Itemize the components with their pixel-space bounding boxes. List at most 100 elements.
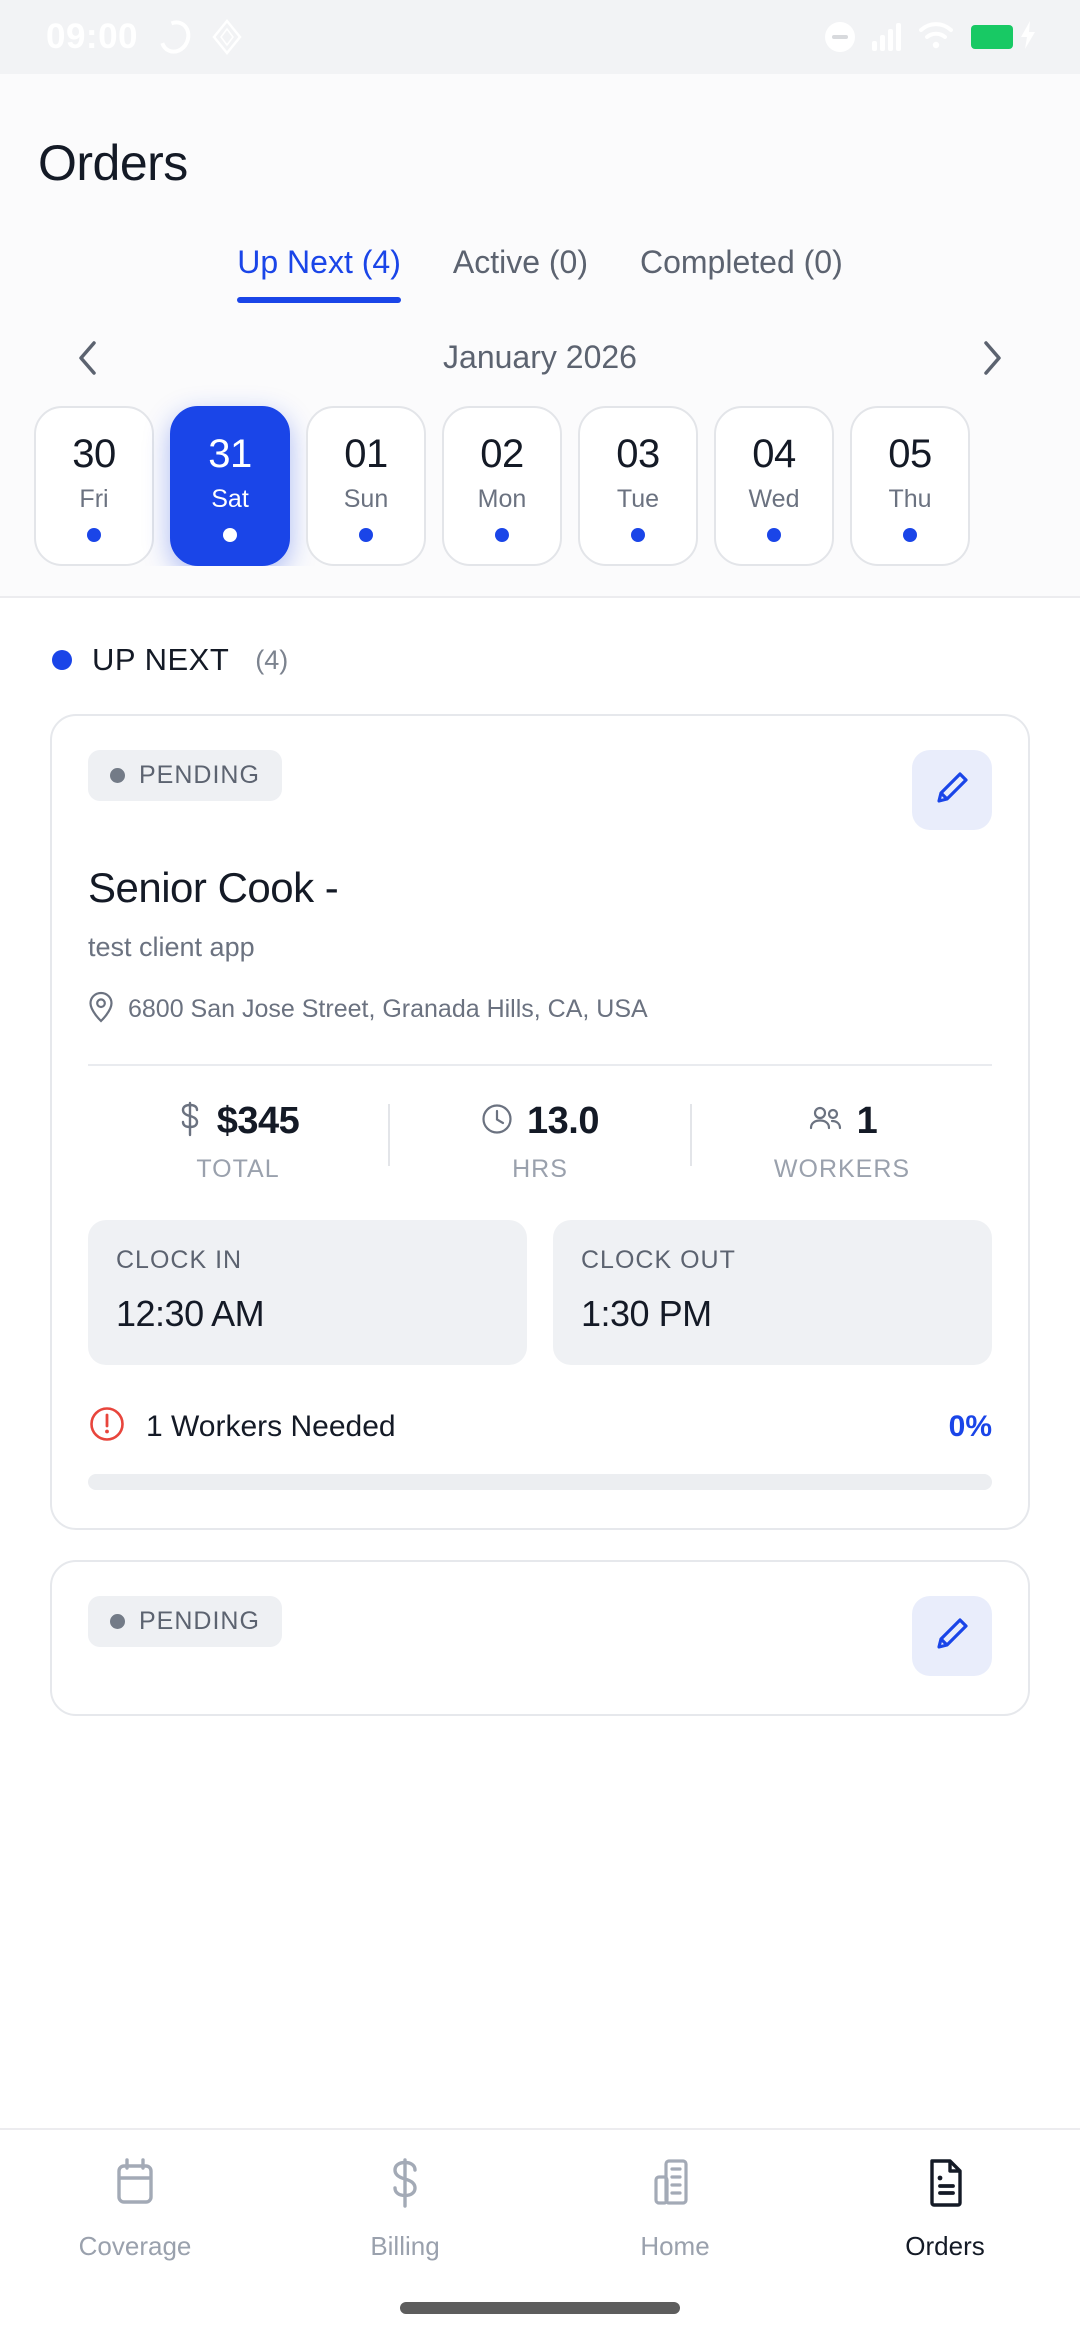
section-dot-icon: [52, 650, 72, 670]
workers-needed-row: 1 Workers Needed 0%: [88, 1405, 992, 1448]
tab-bar: Up Next (4) Active (0) Completed (0): [0, 244, 1080, 303]
stat-total-label: TOTAL: [196, 1155, 280, 1183]
date-weekday: Thu: [888, 485, 932, 513]
order-card-top: PENDING: [88, 750, 992, 830]
date-weekday: Tue: [616, 485, 660, 513]
status-bar: 09:00: [0, 0, 1080, 74]
order-client-name: test client app: [88, 932, 255, 962]
date-chip-selected[interactable]: 31 Sat: [170, 406, 290, 566]
date-number: 31: [208, 432, 252, 476]
status-bar-right: [825, 20, 1040, 55]
progress-bar: [88, 1474, 992, 1490]
date-chip[interactable]: 03 Tue: [578, 406, 698, 566]
do-not-disturb-icon: [825, 22, 855, 52]
nav-item-coverage[interactable]: Coverage: [0, 2156, 270, 2262]
divider: [690, 1104, 692, 1166]
order-address-row: 6800 San Jose Street, Granada Hills, CA,…: [88, 991, 992, 1028]
section-title: UP NEXT: [92, 642, 230, 677]
order-card[interactable]: PENDING Senior Cook - test client app 68…: [50, 714, 1030, 1530]
stat-workers-value: 1: [856, 1100, 878, 1142]
date-strip[interactable]: 30 Fri 31 Sat 01 Sun 02 Mon 03 Tue 04 We…: [0, 376, 1080, 566]
date-dot: [359, 528, 373, 542]
charging-bolt-icon: [1016, 20, 1040, 55]
status-badge-label: PENDING: [139, 761, 260, 789]
clock-row: CLOCK IN 12:30 AM CLOCK OUT 1:30 PM: [88, 1220, 992, 1365]
tab-active[interactable]: Active (0): [452, 244, 588, 280]
date-number: 03: [616, 432, 660, 476]
date-weekday: Sun: [343, 485, 389, 513]
status-badge: PENDING: [88, 750, 282, 801]
nav-item-billing[interactable]: Billing: [270, 2156, 540, 2262]
document-icon: [922, 2156, 968, 2215]
stat-workers-label: WORKERS: [773, 1155, 911, 1183]
date-chip[interactable]: 02 Mon: [442, 406, 562, 566]
clock-icon: [481, 1103, 513, 1140]
status-time: 09:00: [46, 17, 139, 56]
month-label: January 2026: [443, 339, 637, 375]
date-chip[interactable]: 05 Thu: [850, 406, 970, 566]
date-number: 30: [72, 432, 116, 476]
date-chip[interactable]: 01 Sun: [306, 406, 426, 566]
clock-out-box[interactable]: CLOCK OUT 1:30 PM: [553, 1220, 992, 1365]
spinner-icon: [154, 15, 196, 59]
cellular-signal-icon: [872, 23, 901, 51]
month-navigation: January 2026: [0, 303, 1080, 376]
date-chip[interactable]: 04 Wed: [714, 406, 834, 566]
wifi-icon: [918, 21, 954, 54]
status-badge: PENDING: [88, 1596, 282, 1647]
nav-label-orders: Orders: [905, 2231, 985, 2261]
section-header-up-next: UP NEXT (4): [0, 598, 1080, 678]
edit-order-button[interactable]: [912, 1596, 992, 1676]
nav-item-home[interactable]: Home: [540, 2156, 810, 2262]
stat-hours: 13.0 HRS: [390, 1100, 690, 1184]
order-card-top: PENDING: [88, 1596, 992, 1676]
divider: [88, 1064, 992, 1066]
section-count: (4): [255, 644, 289, 675]
nav-label-coverage: Coverage: [78, 2231, 192, 2261]
order-job-title: Senior Cook -: [88, 864, 339, 911]
stat-hours-value: 13.0: [527, 1100, 599, 1142]
dollar-icon: [177, 1101, 203, 1142]
date-number: 04: [752, 432, 796, 476]
date-number: 05: [888, 432, 932, 476]
pencil-icon: [931, 1613, 973, 1660]
date-chip[interactable]: 30 Fri: [34, 406, 154, 566]
date-number: 01: [344, 432, 388, 476]
chevron-left-icon[interactable]: [70, 340, 104, 375]
date-dot: [631, 528, 645, 542]
stat-total: $345 TOTAL: [88, 1100, 388, 1184]
tab-completed[interactable]: Completed (0): [639, 244, 843, 280]
diamond-icon: [212, 19, 242, 55]
date-dot: [903, 528, 917, 542]
nav-label-home: Home: [640, 2231, 710, 2261]
progress-percent: 0%: [948, 1409, 992, 1443]
date-dot: [767, 528, 781, 542]
tab-up-next[interactable]: Up Next (4): [211, 244, 427, 303]
header-area: Orders Up Next (4) Active (0) Completed …: [0, 74, 1080, 598]
stat-hours-label: HRS: [512, 1155, 568, 1183]
date-weekday: Wed: [748, 485, 800, 513]
divider: [0, 596, 1080, 598]
order-card[interactable]: PENDING: [50, 1560, 1030, 1716]
map-pin-icon: [88, 991, 114, 1028]
page-title: Orders: [38, 135, 188, 191]
building-icon: [650, 2156, 700, 2215]
nav-label-billing: Billing: [370, 2231, 440, 2261]
calendar-icon: [110, 2156, 160, 2215]
clock-in-label: CLOCK IN: [116, 1246, 243, 1274]
pencil-icon: [931, 767, 973, 814]
dollar-icon: [382, 2156, 428, 2215]
clock-in-box[interactable]: CLOCK IN 12:30 AM: [88, 1220, 527, 1365]
status-bar-left: 09:00: [46, 15, 242, 59]
nav-item-orders[interactable]: Orders: [810, 2156, 1080, 2262]
chevron-right-icon[interactable]: [976, 340, 1010, 375]
alert-circle-icon: [88, 1405, 126, 1448]
date-dot: [87, 528, 101, 542]
battery-icon: [971, 25, 1013, 49]
divider: [388, 1104, 390, 1166]
home-indicator: [400, 2302, 680, 2314]
stat-workers: 1 WORKERS: [692, 1100, 992, 1184]
clock-in-value: 12:30 AM: [116, 1293, 265, 1334]
workers-icon: [807, 1104, 843, 1139]
edit-order-button[interactable]: [912, 750, 992, 830]
